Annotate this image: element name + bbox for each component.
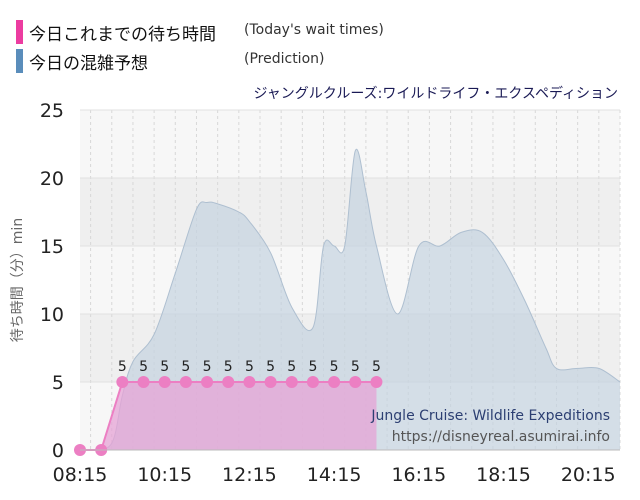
today-point <box>243 376 256 388</box>
legend-swatch-today <box>16 20 23 44</box>
data-label: 5 <box>330 359 339 375</box>
today-point <box>116 376 129 388</box>
data-label: 5 <box>266 359 275 375</box>
data-label: 5 <box>224 359 233 375</box>
y-tick-label: 15 <box>40 236 64 258</box>
y-axis-label: 待ち時間（分）min <box>10 218 26 342</box>
data-label: 5 <box>351 359 360 375</box>
y-band <box>80 110 620 178</box>
data-label: 5 <box>181 359 190 375</box>
today-point <box>306 376 319 388</box>
x-tick-label: 08:15 <box>53 464 108 486</box>
legend-label-today: 今日これまでの待ち時間 <box>29 24 216 45</box>
watermark-url: https://disneyreal.asumirai.info <box>392 429 610 445</box>
chart-title: ジャングルクルーズ:ワイルドライフ・エクスペディション <box>253 85 618 102</box>
data-label: 5 <box>287 359 296 375</box>
legend-label-today-en: (Today's wait times) <box>244 22 384 38</box>
x-tick-label: 12:15 <box>222 464 277 486</box>
prediction-area <box>80 149 620 451</box>
legend-label-prediction: 今日の混雑予想 <box>29 53 148 74</box>
prediction-line <box>79 148 621 451</box>
data-label: 5 <box>372 359 381 375</box>
x-tick-label: 18:15 <box>476 464 531 486</box>
x-tick-label: 20:15 <box>561 464 616 486</box>
today-point <box>158 376 171 388</box>
watermark-title: Jungle Cruise: Wildlife Expeditions <box>370 408 610 424</box>
y-tick-label: 0 <box>52 440 64 462</box>
data-label: 5 <box>308 359 317 375</box>
today-point <box>328 376 341 388</box>
legend-item-prediction: 今日の混雑予想 <box>16 48 148 74</box>
legend-label-prediction-en: (Prediction) <box>244 51 325 67</box>
x-tick-label: 10:15 <box>137 464 192 486</box>
today-point <box>285 376 298 388</box>
today-area <box>80 382 377 450</box>
data-label: 5 <box>160 359 169 375</box>
x-tick-label: 14:15 <box>307 464 362 486</box>
y-tick-label: 10 <box>40 304 64 326</box>
data-label: 5 <box>118 359 127 375</box>
legend-item-today: 今日これまでの待ち時間 <box>16 19 216 45</box>
legend-swatch-prediction <box>16 49 23 73</box>
data-label: 5 <box>245 359 254 375</box>
today-point <box>201 376 214 388</box>
data-label: 5 <box>139 359 148 375</box>
today-point <box>349 376 362 388</box>
y-tick-label: 20 <box>40 168 64 190</box>
y-tick-label: 5 <box>52 372 64 394</box>
y-tick-label: 25 <box>40 100 64 122</box>
today-point <box>264 376 277 388</box>
today-point <box>370 376 383 388</box>
today-point <box>222 376 235 388</box>
x-tick-label: 16:15 <box>391 464 446 486</box>
today-point <box>179 376 192 388</box>
data-label: 5 <box>203 359 212 375</box>
today-point <box>137 376 150 388</box>
